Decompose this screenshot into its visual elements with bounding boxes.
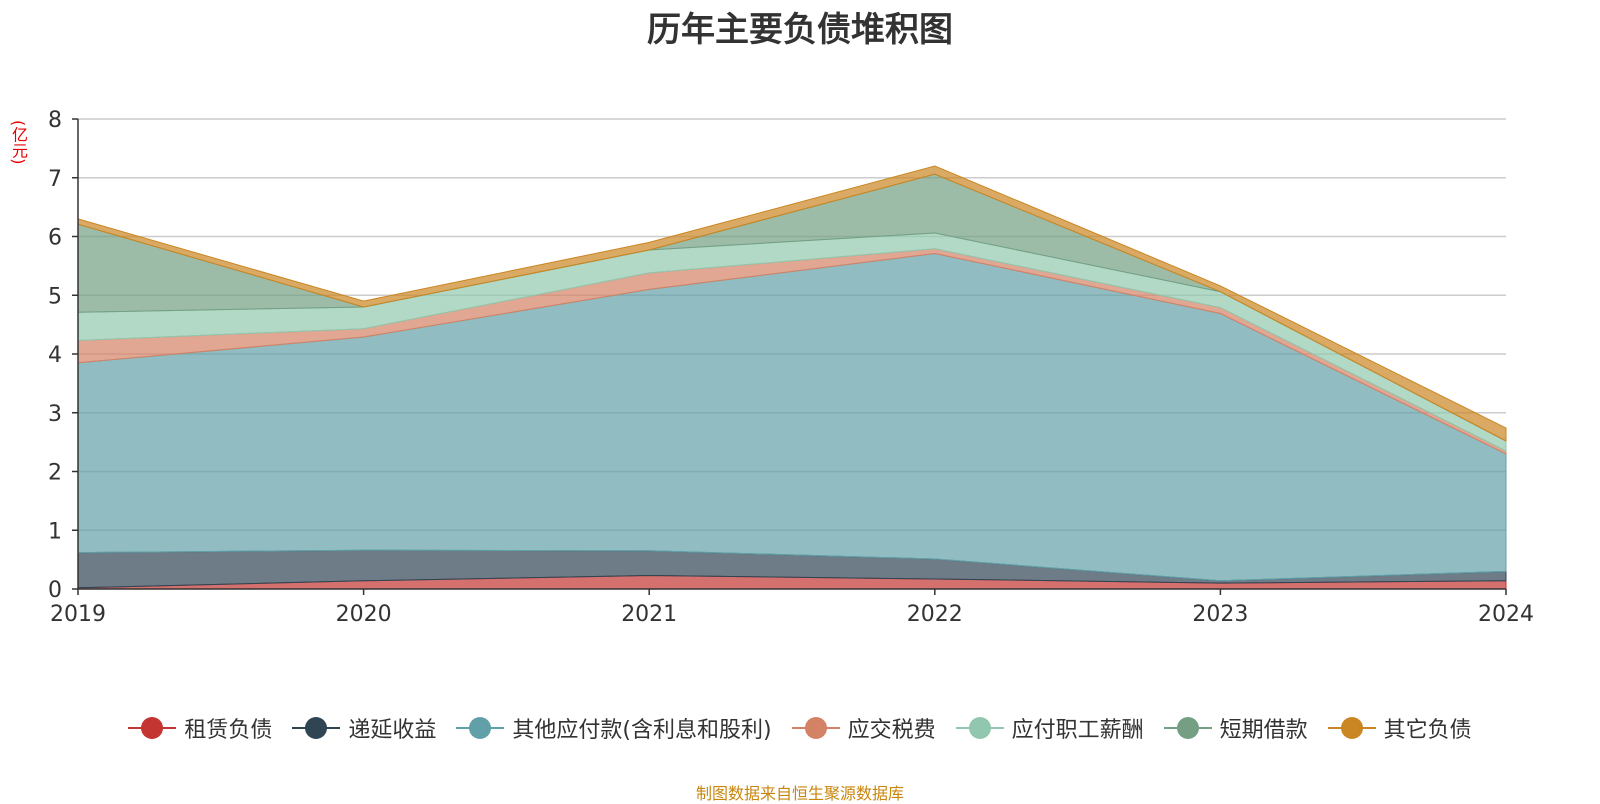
- stacked-area-chart: 0 1 2 3 4 5 6 7 8 2019 2020 2021 2022 2023 2024: [48, 108, 1534, 627]
- area-series-6[interactable]: [77, 165, 1507, 442]
- legend-marker-icon: [1163, 716, 1212, 740]
- chart-title: 历年主要负债堆积图: [647, 10, 953, 50]
- legend-marker-icon: [955, 716, 1004, 740]
- legend-item-6[interactable]: 其它负债: [1327, 712, 1472, 744]
- x-tick-label: 2020: [336, 602, 392, 627]
- x-tick-label: 2024: [1478, 602, 1534, 627]
- chart-legend: 租赁负债 递延收益 其他应付款(含利息和股利) 应交税费 应付职工薪酬 短期借款 其它负债: [0, 712, 1600, 744]
- axes: 0 1 2 3 4 5 6 7 8 2019 2020 2021 2022 2023 2024: [48, 108, 1534, 627]
- y-tick-label: 2: [48, 461, 62, 486]
- area-series-group: [77, 165, 1507, 590]
- x-tick-label: 2022: [907, 602, 963, 627]
- y-tick-label: 7: [48, 167, 62, 192]
- y-tick-label: 4: [48, 343, 62, 368]
- legend-item-2[interactable]: 其他应付款(含利息和股利): [456, 712, 772, 744]
- y-tick-label: 1: [48, 519, 62, 544]
- y-tick-label: 0: [48, 578, 62, 603]
- legend-marker-icon: [292, 716, 341, 740]
- y-axis-unit-label: (亿元): [9, 120, 28, 165]
- legend-marker-icon: [128, 716, 177, 740]
- legend-item-1[interactable]: 递延收益: [292, 712, 436, 744]
- legend-label: 递延收益: [348, 718, 437, 743]
- legend-item-0[interactable]: 租赁负债: [128, 712, 272, 744]
- legend-label: 应交税费: [847, 718, 936, 743]
- legend-item-5[interactable]: 短期借款: [1163, 712, 1308, 744]
- legend-label: 其它负债: [1383, 718, 1472, 743]
- legend-item-3[interactable]: 应交税费: [791, 712, 936, 744]
- legend-label: 短期借款: [1219, 718, 1308, 743]
- legend-marker-icon: [456, 716, 505, 740]
- legend-marker-icon: [1327, 716, 1376, 740]
- data-source-note: 制图数据来自恒生聚源数据库: [695, 784, 904, 803]
- x-tick-label: 2023: [1192, 602, 1248, 627]
- x-tick-label: 2019: [50, 602, 106, 627]
- y-tick-label: 3: [48, 402, 62, 427]
- legend-label: 其他应付款(含利息和股利): [512, 718, 772, 743]
- legend-item-4[interactable]: 应付职工薪酬: [955, 712, 1144, 744]
- legend-marker-icon: [791, 716, 840, 740]
- y-tick-label: 6: [48, 226, 62, 251]
- legend-label: 应付职工薪酬: [1011, 718, 1144, 743]
- legend-label: 租赁负债: [184, 718, 273, 743]
- x-tick-label: 2021: [621, 602, 677, 627]
- y-tick-label: 8: [48, 108, 62, 133]
- y-tick-label: 5: [48, 284, 62, 309]
